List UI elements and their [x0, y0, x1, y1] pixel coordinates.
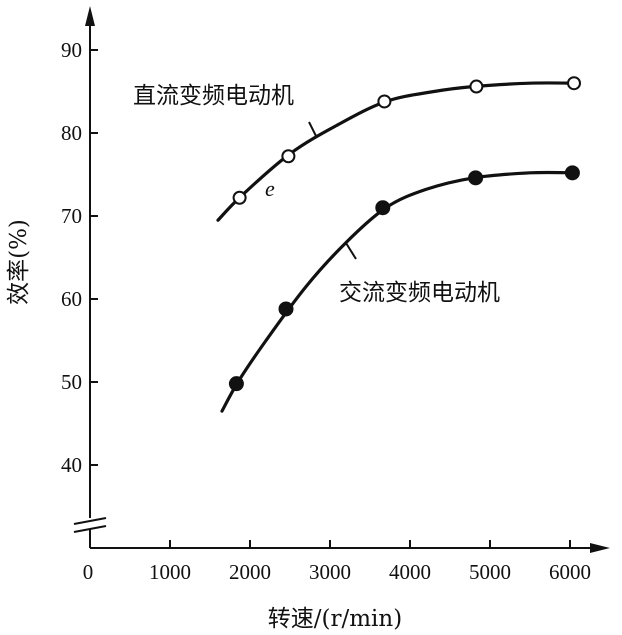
- x-tick-label-3000: 3000: [309, 560, 351, 584]
- data-point-1-4: [564, 165, 580, 181]
- data-point-0-2: [377, 94, 392, 109]
- x-tick-label-0: 0: [83, 560, 94, 584]
- data-point-1-0: [228, 376, 244, 392]
- x-tick-label-6000: 6000: [549, 560, 591, 584]
- data-point-1-3: [468, 170, 484, 186]
- x-axis-title: 转速/(r/min): [268, 606, 402, 632]
- axis-break-mark-1: [73, 517, 107, 525]
- data-points: [228, 76, 581, 392]
- data-point-0-1: [281, 149, 296, 164]
- x-tick-label-2000: 2000: [229, 560, 271, 584]
- x-tick-label-5000: 5000: [469, 560, 511, 584]
- data-point-0-4: [567, 76, 581, 91]
- data-point-0-0: [232, 190, 247, 205]
- y-axis-title: 效率(%): [6, 219, 32, 305]
- y-tick-label-50: 50: [61, 370, 82, 394]
- axes: [73, 6, 610, 553]
- y-tick-label-40: 40: [61, 453, 82, 477]
- y-tick-label-80: 80: [61, 121, 82, 145]
- y-tick-label-60: 60: [61, 287, 82, 311]
- ac-label-leader: [345, 242, 357, 260]
- ticks: 0 1000 2000 3000 4000 5000 6000 40 50 60 70 80 90: [61, 38, 591, 584]
- dc-label-leader: [308, 121, 317, 137]
- series-label-ac-motor: 交流变频电动机: [339, 280, 500, 306]
- x-tick-label-4000: 4000: [389, 560, 431, 584]
- y-axis-arrowhead: [85, 6, 95, 26]
- curves: [216, 81, 580, 413]
- labels: 直流变频电动机 交流变频电动机 e 转速/(r/min) 效率(%): [6, 83, 500, 632]
- data-point-1-2: [375, 200, 391, 216]
- curve-annotation-e: e: [265, 176, 275, 201]
- data-point-0-3: [469, 79, 484, 94]
- y-tick-label-70: 70: [61, 204, 82, 228]
- series-curve-1: [220, 170, 576, 413]
- series-label-dc-motor: 直流变频电动机: [133, 83, 294, 109]
- data-point-1-1: [278, 301, 294, 317]
- x-tick-label-1000: 1000: [149, 560, 191, 584]
- x-axis-arrowhead: [590, 543, 610, 553]
- y-tick-label-90: 90: [61, 38, 82, 62]
